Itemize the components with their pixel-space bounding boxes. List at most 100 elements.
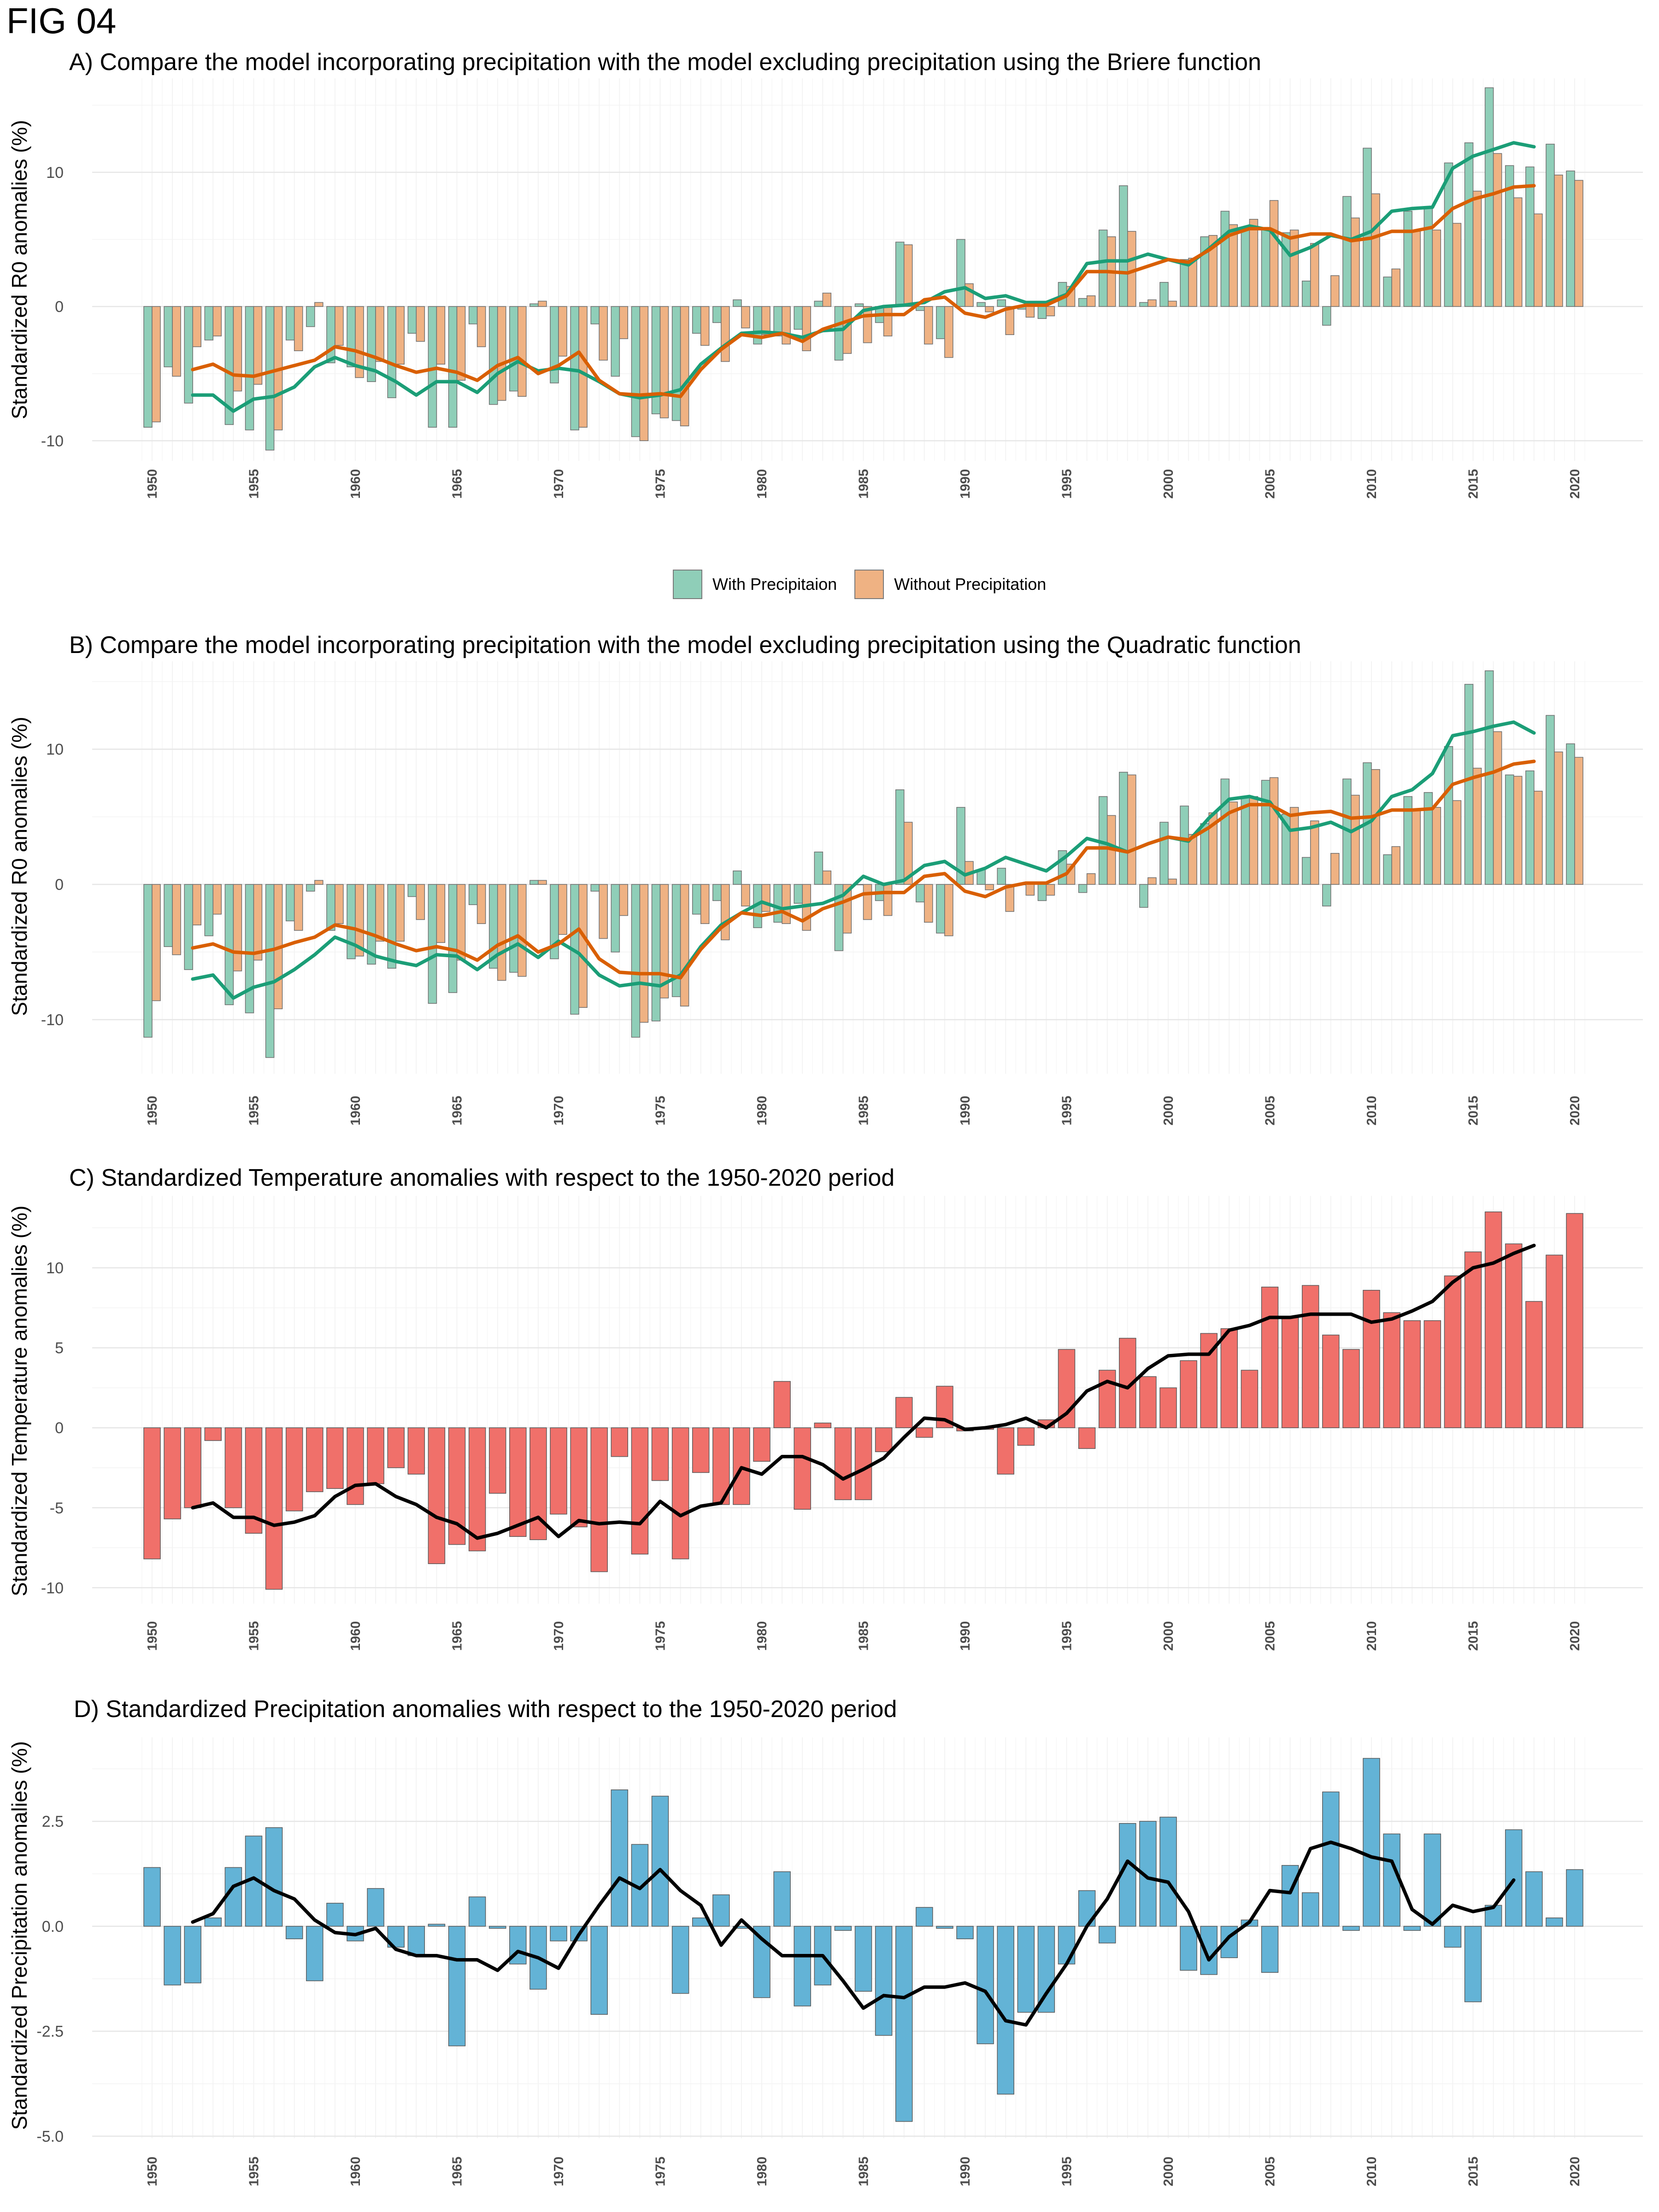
- bar-with-precipitation: [1566, 171, 1575, 307]
- bar-with-precipitation: [1464, 684, 1474, 885]
- bar-without-precipitation: [619, 884, 629, 916]
- bar-temperature: [1139, 1376, 1157, 1428]
- x-tick-label: 2010: [1365, 1621, 1379, 1651]
- bar-without-precipitation: [903, 822, 913, 885]
- bar-with-precipitation: [977, 302, 986, 307]
- y-tick-label: 0: [55, 876, 64, 894]
- bar-precipitation: [1444, 1926, 1462, 1948]
- bar-precipitation: [1424, 1833, 1441, 1927]
- bar-without-precipitation: [1269, 777, 1279, 885]
- bar-with-precipitation: [692, 306, 701, 334]
- bar-without-precipitation: [152, 306, 161, 423]
- x-tick-label: 2015: [1466, 1096, 1481, 1126]
- x-tick-label: 2000: [1161, 1096, 1176, 1126]
- bar-without-precipitation: [1391, 268, 1400, 307]
- bar-precipitation: [488, 1926, 506, 1929]
- bar-with-precipitation: [306, 306, 315, 327]
- x-tick-label: 1990: [958, 1621, 973, 1651]
- bar-temperature: [692, 1427, 710, 1473]
- bar-without-precipitation: [456, 884, 466, 961]
- bar-without-precipitation: [639, 884, 649, 1023]
- bar-temperature: [1261, 1287, 1279, 1428]
- x-tick-label: 2010: [1365, 1096, 1379, 1126]
- bar-with-precipitation: [1281, 232, 1291, 307]
- bar-without-precipitation: [477, 884, 486, 924]
- y-tick-label: 5: [55, 1340, 64, 1357]
- bar-without-precipitation: [782, 306, 791, 345]
- bar-without-precipitation: [1269, 200, 1279, 307]
- x-tick-label: 1980: [755, 1096, 770, 1126]
- bar-precipitation: [285, 1926, 303, 1940]
- bar-with-precipitation: [956, 239, 965, 307]
- bar-without-precipitation: [599, 884, 608, 939]
- y-tick-label: 10: [46, 741, 64, 759]
- bar-with-precipitation: [895, 789, 905, 885]
- bar-temperature: [814, 1423, 832, 1428]
- bar-without-precipitation: [924, 306, 933, 345]
- bar-without-precipitation: [355, 884, 364, 957]
- line-moving-average: [191, 1243, 1536, 1540]
- bar-temperature: [306, 1427, 324, 1492]
- bar-temperature: [1180, 1360, 1197, 1428]
- bar-without-precipitation: [1086, 873, 1096, 885]
- bar-temperature: [407, 1427, 425, 1475]
- bar-without-precipitation: [1412, 231, 1421, 307]
- bar-with-precipitation: [1546, 143, 1555, 307]
- bar-with-precipitation: [1261, 228, 1271, 307]
- bar-without-precipitation: [1452, 223, 1462, 307]
- bar-without-precipitation: [1289, 807, 1299, 885]
- x-tick-label: 2010: [1365, 469, 1379, 499]
- x-tick-label: 2005: [1263, 1096, 1278, 1126]
- bar-without-precipitation: [741, 306, 750, 329]
- bar-with-precipitation: [387, 884, 396, 969]
- bar-with-precipitation: [529, 880, 539, 885]
- bar-without-precipitation: [375, 306, 384, 362]
- bar-without-precipitation: [395, 306, 405, 365]
- bar-without-precipitation: [294, 884, 303, 931]
- bar-without-precipitation: [335, 884, 344, 924]
- bar-without-precipitation: [416, 306, 425, 342]
- bar-with-precipitation: [773, 884, 782, 923]
- bar-with-precipitation: [428, 884, 437, 1004]
- bar-with-precipitation: [468, 306, 478, 324]
- x-tick-label: 1995: [1060, 469, 1075, 499]
- line-without-precipitation-average: [191, 759, 1536, 980]
- bar-without-precipitation: [1554, 751, 1563, 885]
- bar-without-precipitation: [842, 884, 852, 934]
- legend-item-with-precipitation: With Precipitaion: [673, 570, 837, 599]
- bar-temperature: [1342, 1349, 1360, 1428]
- y-tick-label: 10: [46, 164, 64, 182]
- bar-without-precipitation: [1229, 224, 1238, 307]
- bar-without-precipitation: [1086, 295, 1096, 307]
- bar-temperature: [651, 1427, 669, 1481]
- x-tick-label: 1975: [653, 1621, 668, 1651]
- bar-precipitation: [854, 1926, 872, 1992]
- y-tick-label: 2.5: [42, 1813, 64, 1830]
- bar-precipitation: [1261, 1926, 1279, 1973]
- bar-without-precipitation: [944, 306, 953, 358]
- x-tick-label: 1970: [552, 469, 566, 499]
- bar-temperature: [1444, 1275, 1462, 1428]
- x-tick-label: 2005: [1263, 1621, 1278, 1651]
- bar-temperature: [773, 1381, 791, 1428]
- bar-without-precipitation: [1147, 299, 1157, 307]
- bar-precipitation: [1342, 1926, 1360, 1931]
- bar-precipitation: [1383, 1833, 1400, 1927]
- bar-temperature: [671, 1427, 689, 1559]
- bar-without-precipitation: [335, 306, 344, 346]
- bar-precipitation: [977, 1926, 994, 2044]
- x-tick-label: 1960: [348, 2157, 363, 2187]
- bar-without-precipitation: [1534, 790, 1543, 885]
- bar-without-precipitation: [436, 884, 446, 943]
- bar-temperature: [1525, 1301, 1543, 1428]
- bar-temperature: [1322, 1335, 1340, 1428]
- bar-without-precipitation: [538, 880, 547, 885]
- x-tick-label: 2020: [1568, 1621, 1583, 1651]
- bar-precipitation: [468, 1896, 486, 1927]
- bar-temperature: [570, 1427, 588, 1528]
- bar-without-precipitation: [456, 306, 466, 381]
- bar-with-precipitation: [1546, 715, 1555, 885]
- x-tick-label: 1965: [450, 1096, 465, 1126]
- x-tick-label: 1980: [755, 469, 770, 499]
- bar-without-precipitation: [1289, 229, 1299, 307]
